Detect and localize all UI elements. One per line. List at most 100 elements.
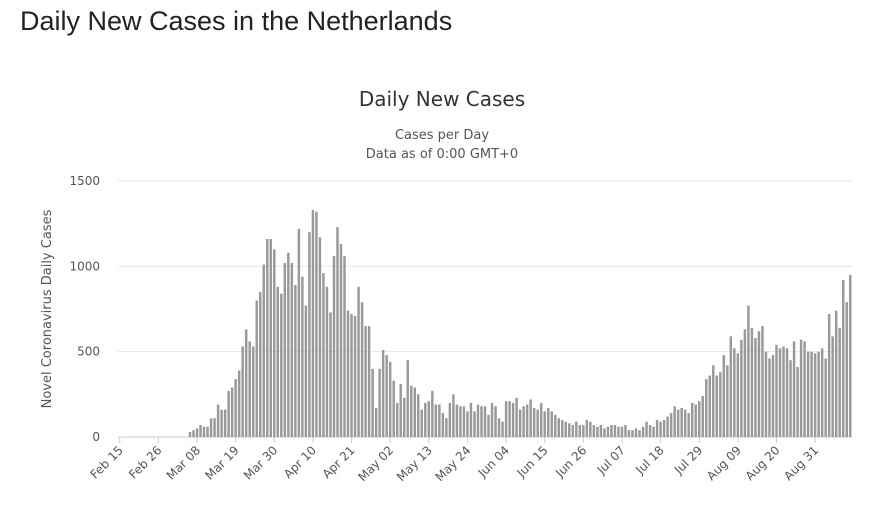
bar (448, 402, 452, 437)
bar (539, 402, 543, 437)
bar (620, 426, 624, 437)
bar (455, 404, 459, 437)
x-tick-label: Apr 10 (281, 443, 319, 481)
bar (483, 406, 487, 437)
bar (613, 425, 617, 437)
bar (761, 326, 764, 437)
bar (360, 302, 364, 437)
bar (406, 360, 409, 437)
bar (715, 375, 719, 437)
bar (399, 384, 402, 437)
chart-title: Daily New Cases (359, 87, 525, 111)
bar (410, 385, 413, 437)
bar (188, 431, 192, 437)
bar (546, 407, 550, 437)
bar (251, 346, 255, 437)
bar (206, 426, 209, 437)
y-tick-label: 0 (92, 430, 100, 444)
bar (276, 286, 280, 437)
bar (659, 421, 662, 437)
bar (234, 378, 237, 437)
bar (740, 339, 743, 437)
bar (315, 211, 318, 437)
bar (339, 244, 343, 437)
bar (775, 344, 778, 437)
bar (624, 425, 627, 437)
x-tick-label: Mar 30 (241, 443, 280, 482)
bar (522, 406, 525, 437)
bar (698, 401, 701, 437)
bar (673, 406, 676, 437)
page-heading: Daily New Cases in the Netherlands (20, 6, 453, 36)
bar (248, 341, 251, 437)
bar (350, 314, 353, 437)
bar (438, 404, 441, 437)
bar (719, 372, 722, 437)
bar (676, 409, 680, 437)
bar (694, 404, 697, 437)
bar (220, 409, 223, 437)
bar (332, 256, 336, 437)
bar (367, 326, 371, 437)
bar (273, 249, 276, 437)
bar (241, 346, 244, 437)
bar (269, 239, 272, 437)
bar (669, 413, 673, 437)
bar (771, 355, 775, 437)
x-tick-label: Aug 20 (743, 443, 783, 483)
bar (564, 421, 568, 437)
bar (511, 402, 515, 437)
bar (529, 399, 532, 437)
bar (441, 413, 445, 437)
bar (606, 426, 610, 437)
bar (778, 348, 782, 437)
bar (648, 425, 652, 437)
bar (680, 407, 683, 437)
x-tick-label: Jul 29 (671, 443, 705, 477)
bar (227, 390, 230, 437)
bar (195, 428, 199, 437)
bar (346, 310, 350, 437)
bar (817, 351, 820, 437)
bar (374, 407, 378, 437)
y-axis-label: Novel Coronavirus Daily Cases (40, 209, 55, 408)
bar (568, 423, 571, 437)
bar (838, 327, 841, 437)
y-tick-labels: 0 500 1000 1500 (69, 174, 100, 444)
bar (690, 402, 694, 437)
bar (585, 419, 589, 437)
bar (627, 430, 631, 437)
bar (388, 361, 392, 437)
bar (803, 341, 806, 437)
bar (431, 390, 434, 437)
bar (395, 402, 399, 437)
bar (736, 353, 740, 437)
bar (199, 425, 202, 437)
bar (792, 341, 796, 437)
bar (754, 338, 757, 437)
bar (785, 348, 789, 437)
bar (810, 351, 813, 437)
bar (820, 348, 824, 437)
bar (497, 418, 501, 437)
bar (392, 380, 395, 437)
bar (364, 326, 367, 437)
bar (480, 406, 483, 437)
bar (216, 404, 220, 437)
bar (655, 419, 659, 437)
bar (666, 416, 669, 437)
bar (308, 232, 311, 437)
bar (294, 285, 297, 437)
bar (487, 414, 490, 437)
bar (515, 397, 518, 437)
x-tick-label: Jul 18 (632, 443, 666, 477)
bar (687, 413, 690, 437)
chart-subtitle-line-1: Cases per Day (395, 128, 489, 143)
bar (701, 396, 704, 437)
x-tick-label: Jun 15 (513, 443, 550, 480)
bar (789, 360, 792, 437)
bar (244, 329, 248, 437)
bar (799, 339, 803, 437)
bar (610, 425, 613, 437)
bar (764, 351, 768, 437)
